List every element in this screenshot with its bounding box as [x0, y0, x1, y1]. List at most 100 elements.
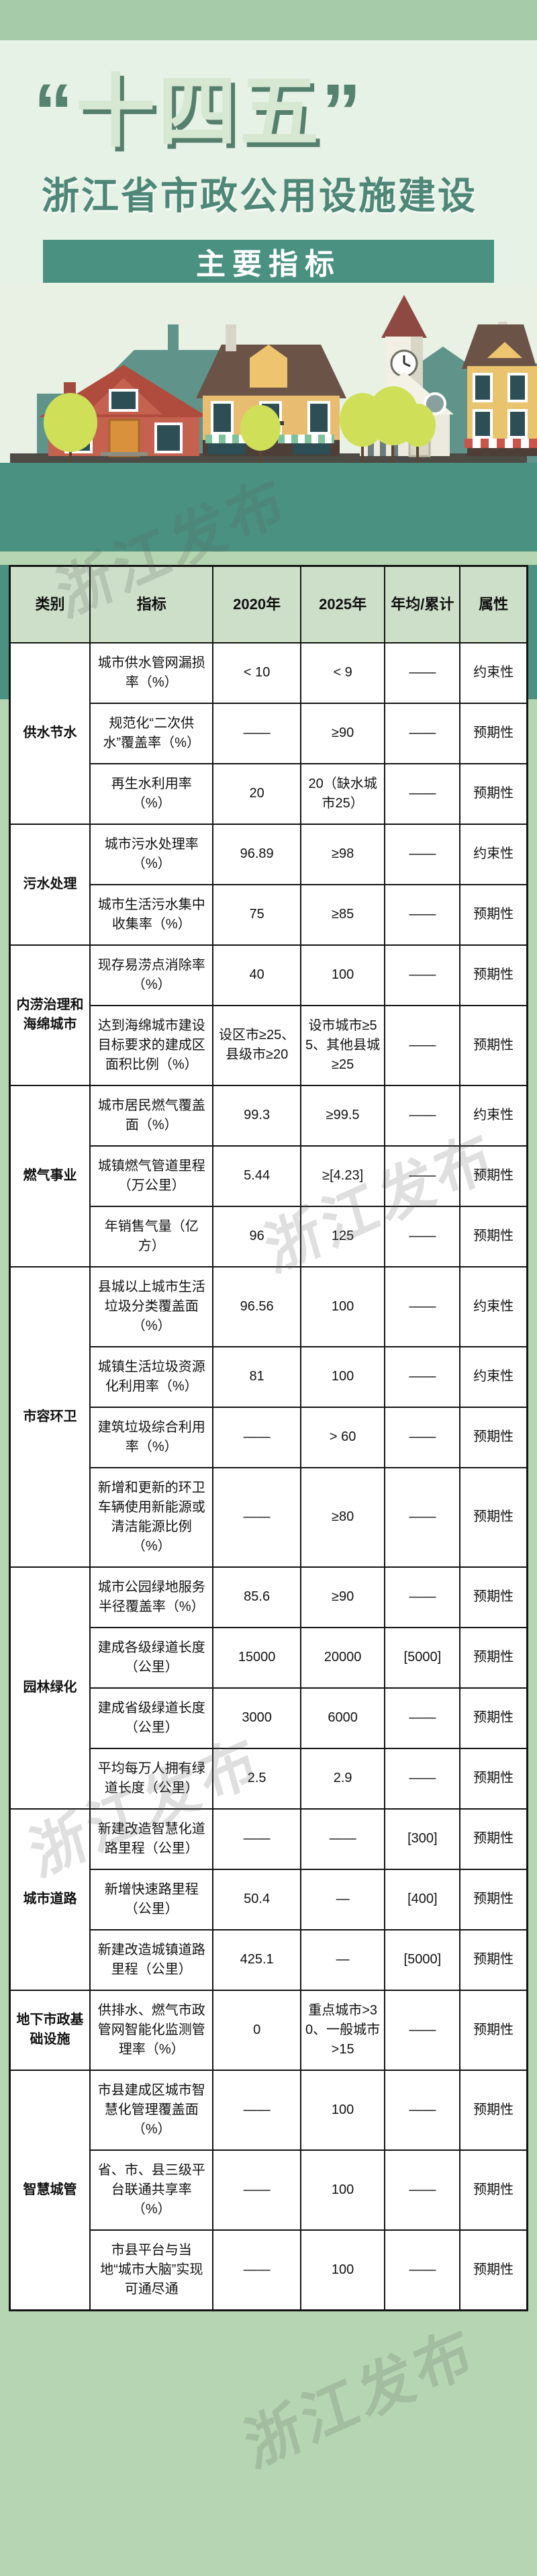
table-row: 市容环卫 县城以上城市生活垃圾分类覆盖面（%） 96.56 100 —— 约束性 [9, 1265, 528, 1568]
value-2025-cell: 100 [299, 1345, 386, 1408]
value-2025-cell: 100 [299, 944, 386, 1006]
avg-cumulative-cell: —— [384, 1345, 461, 1408]
title-close-quote: ” [322, 68, 364, 157]
avg-cumulative-cell: —— [384, 2149, 461, 2231]
value-2025-cell: 100 [299, 2149, 386, 2231]
avg-cumulative-cell: —— [384, 883, 461, 946]
category-cell: 市容环卫 [9, 1265, 91, 1568]
value-2025-cell: ≥98 [299, 823, 386, 885]
avg-cumulative-cell: [5000] [384, 1626, 461, 1689]
value-2020-cell: 15000 [212, 1626, 301, 1689]
table-row: 规范化“二次供水”覆盖率（%） —— ≥90 —— 预期性 [10, 702, 528, 764]
attribute-cell: 约束性 [459, 1345, 528, 1408]
value-2020-cell: —— [212, 1406, 301, 1468]
value-2025-cell: < 9 [299, 641, 386, 704]
table-row: 城镇燃气管道里程（万公里） 5.44 ≥[4.23] —— 预期性 [10, 1145, 528, 1207]
attribute-cell: 预期性 [459, 702, 528, 764]
value-2020-cell: 5.44 [212, 1145, 301, 1207]
value-2025-cell: ≥[4.23] [299, 1145, 386, 1207]
table-row: 内涝治理和海绵城市 现存易涝点消除率（%） 40 100 —— 预期性 [9, 944, 528, 1086]
indicator-cell: 年销售气量（亿方） [89, 1205, 214, 1268]
avg-cumulative-cell: —— [384, 823, 461, 885]
value-2025-cell: 100 [299, 2069, 386, 2151]
value-2020-cell: 设区市≥25、县级市≥20 [212, 1004, 301, 1086]
table-row: 建筑垃圾综合利用率（%） —— > 60 —— 预期性 [10, 1406, 528, 1468]
value-2025-cell: — [299, 1868, 386, 1930]
value-2025-cell: — [299, 1928, 386, 1991]
col-header-avg-cumulative: 年均/累计 [384, 565, 461, 643]
table-row: 园林绿化 城市公园绿地服务半径覆盖率（%） 85.6 ≥90 —— 预期性 [9, 1566, 528, 1810]
col-header-2025: 2025年 [299, 565, 386, 643]
table-row: 燃气事业 城市居民燃气覆盖面（%） 99.3 ≥99.5 —— 约束性 [9, 1084, 528, 1268]
value-2020-cell: 20 [212, 762, 301, 825]
title-open-quote: “ [34, 68, 76, 157]
indicator-cell: 建筑垃圾综合利用率（%） [89, 1406, 214, 1468]
category-cell: 智慧城管 [9, 2069, 91, 2311]
value-2020-cell: 425.1 [212, 1928, 301, 1991]
avg-cumulative-cell: —— [384, 1747, 461, 1810]
indicator-cell: 城镇燃气管道里程（万公里） [89, 1145, 214, 1207]
value-2020-cell: 99.3 [212, 1084, 301, 1147]
attribute-cell: 预期性 [459, 1747, 528, 1810]
table-row: 市县平台与当地“城市大脑”实现可通尽通 —— 100 —— 预期性 [10, 2229, 528, 2311]
table-row: 城镇生活垃圾资源化利用率（%） 81 100 —— 约束性 [10, 1345, 528, 1408]
table-row: 平均每万人拥有绿道长度（公里） 2.5 2.9 —— 预期性 [10, 1747, 528, 1810]
indicator-cell: 建成省级绿道长度（公里） [89, 1687, 214, 1749]
value-2025-cell: 6000 [299, 1687, 386, 1749]
page-title: “十四五” [0, 67, 537, 159]
indicator-cell: 城镇生活垃圾资源化利用率（%） [89, 1345, 214, 1408]
table-row: 地下市政基础设施 供排水、燃气市政管网智能化监测管理率（%） 0 重点城市>30、一般… [9, 1989, 528, 2071]
attribute-cell: 约束性 [459, 823, 528, 885]
category-cell: 城市道路 [9, 1808, 91, 1991]
category-cell: 燃气事业 [9, 1084, 91, 1268]
avg-cumulative-cell: —— [384, 2229, 461, 2311]
value-2025-cell: ≥90 [299, 1566, 386, 1628]
value-2020-cell: 2.5 [212, 1747, 301, 1810]
title-text: 十四五 [76, 68, 322, 157]
value-2020-cell: 96.56 [212, 1265, 301, 1347]
value-2025-cell: 125 [299, 1205, 386, 1268]
category-cell: 内涝治理和海绵城市 [9, 944, 91, 1086]
attribute-cell: 预期性 [459, 1004, 528, 1086]
value-2025-cell: ≥90 [299, 702, 386, 764]
indicator-cell: 建成各级绿道长度（公里） [89, 1626, 214, 1689]
attribute-cell: 约束性 [459, 1265, 528, 1347]
value-2025-cell: ≥80 [299, 1466, 386, 1568]
attribute-cell: 预期性 [459, 1406, 528, 1468]
table-row: 城市道路 新建改造智慧化道路里程（公里） —— —— [300] 预期性 [9, 1808, 528, 1991]
value-2020-cell: —— [212, 702, 301, 764]
attribute-cell: 预期性 [459, 1626, 528, 1689]
avg-cumulative-cell: —— [384, 1265, 461, 1347]
table-row: 建成各级绿道长度（公里） 15000 20000 [5000] 预期性 [10, 1626, 528, 1689]
category-cell: 污水处理 [9, 823, 91, 946]
avg-cumulative-cell: —— [384, 1466, 461, 1568]
table-row: 省、市、县三级平台联通共享率（%） —— 100 —— 预期性 [10, 2149, 528, 2231]
indicators-tbody: 供水节水 城市供水管网漏损率（%） < 10 < 9 —— 约束性 规范化“二次供水”覆盖率… [9, 641, 528, 2311]
attribute-cell: 预期性 [459, 2229, 528, 2311]
indicator-cell: 供排水、燃气市政管网智能化监测管理率（%） [89, 1989, 214, 2071]
table-row: 智慧城管 市县建成区城市智慧化管理覆盖面（%） —— 100 —— 预期性 [9, 2069, 528, 2311]
avg-cumulative-cell: [300] [384, 1808, 461, 1870]
value-2020-cell: —— [212, 2069, 301, 2151]
avg-cumulative-cell: —— [384, 1687, 461, 1749]
indicator-cell: 省、市、县三级平台联通共享率（%） [89, 2149, 214, 2231]
attribute-cell: 预期性 [459, 1145, 528, 1207]
attribute-cell: 预期性 [459, 1566, 528, 1628]
attribute-cell: 预期性 [459, 1868, 528, 1930]
value-2025-cell: 20000 [299, 1626, 386, 1689]
avg-cumulative-cell: [5000] [384, 1928, 461, 1991]
avg-cumulative-cell: —— [384, 641, 461, 704]
value-2020-cell: 81 [212, 1345, 301, 1408]
value-2020-cell: 85.6 [212, 1566, 301, 1628]
indicator-cell: 市县平台与当地“城市大脑”实现可通尽通 [89, 2229, 214, 2311]
value-2025-cell: 设市城市≥55、其他县城≥25 [299, 1004, 386, 1086]
section-banner: 主要指标 [43, 239, 494, 283]
value-2020-cell: —— [212, 2229, 301, 2311]
table-section: 类别 指标 2020年 2025年 年均/累计 属性 供水节水 城市供水管网漏损率… [0, 564, 537, 2352]
attribute-cell: 预期性 [459, 1205, 528, 1268]
indicator-cell: 城市生活污水集中收集率（%） [89, 883, 214, 946]
table-row: 污水处理 城市污水处理率（%） 96.89 ≥98 —— 约束性 [9, 823, 528, 946]
attribute-cell: 预期性 [459, 1687, 528, 1749]
attribute-cell: 预期性 [459, 883, 528, 946]
indicator-cell: 市县建成区城市智慧化管理覆盖面（%） [89, 2069, 214, 2151]
